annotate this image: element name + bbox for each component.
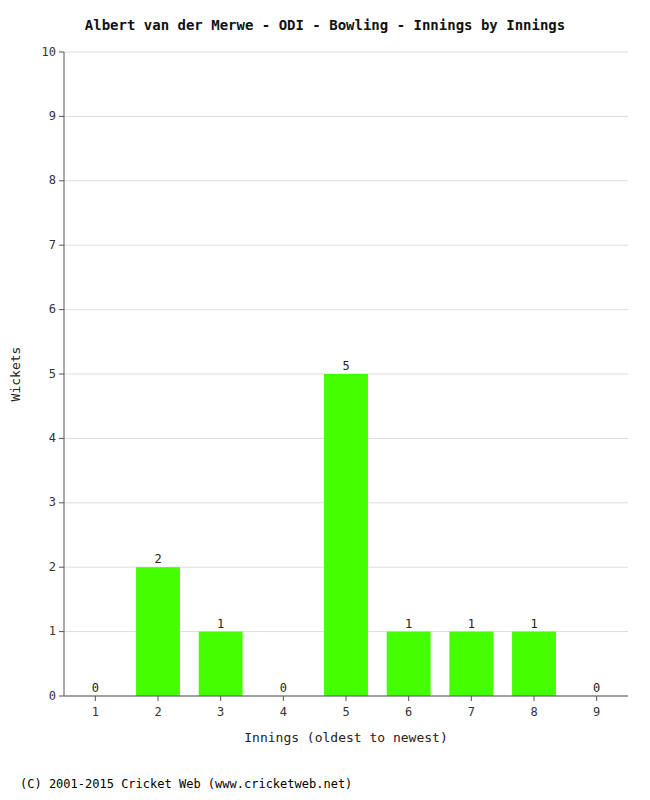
bar: [449, 632, 493, 696]
title: Albert van der Merwe - ODI - Bowling - I…: [85, 17, 565, 33]
chart: 012345678910021051110123456789Innings (o…: [0, 0, 650, 800]
y-tick: [59, 116, 64, 117]
y-axis: 0 1 2 3 4 5 6 7 8 9 10: [42, 45, 64, 703]
y-tick-label: 10: [42, 45, 56, 59]
y-tick-label: 8: [49, 173, 56, 187]
x-tick: [408, 696, 409, 701]
grid-line: [64, 309, 628, 310]
grid-line: [64, 245, 628, 246]
y-tick: [59, 567, 64, 568]
x-tick-label: 6: [405, 705, 412, 719]
grid-line: [64, 52, 628, 53]
grid: [64, 52, 628, 696]
x-axis: 1 2 3 4 5 6 7 8 9: [92, 696, 601, 719]
data-label: 1: [468, 617, 475, 631]
x-tick-label: 3: [217, 705, 224, 719]
y-tick: [59, 180, 64, 181]
data-label: 1: [217, 617, 224, 631]
y-tick-label: 0: [49, 689, 56, 703]
grid-line: [64, 180, 628, 181]
bar: [387, 632, 431, 696]
y-tick-label: 6: [49, 302, 56, 316]
y-tick: [59, 309, 64, 310]
y-tick-label: 3: [49, 495, 56, 509]
bars: [136, 374, 556, 696]
y-tick: [59, 438, 64, 439]
data-label: 0: [92, 681, 99, 695]
y-tick: [59, 696, 64, 697]
x-tick-label: 1: [92, 705, 99, 719]
x-tick: [95, 696, 96, 701]
x-tick: [158, 696, 159, 701]
x-tick-label: 8: [530, 705, 537, 719]
bar: [512, 632, 556, 696]
x-tick-label: 7: [468, 705, 475, 719]
x-tick: [346, 696, 347, 701]
y-tick: [59, 631, 64, 632]
y-tick: [59, 502, 64, 503]
chart-container: 012345678910021051110123456789Innings (o…: [0, 0, 650, 800]
y-axis-label: Wickets: [8, 347, 23, 402]
bar: [324, 374, 368, 696]
bar: [199, 632, 243, 696]
data-label: 1: [405, 617, 412, 631]
data-label: 0: [280, 681, 287, 695]
y-tick: [59, 374, 64, 375]
y-tick-label: 5: [49, 367, 56, 381]
y-tick-label: 2: [49, 560, 56, 574]
x-tick-label: 9: [593, 705, 600, 719]
x-tick: [283, 696, 284, 701]
data-label: 2: [154, 552, 161, 566]
y-tick-label: 9: [49, 109, 56, 123]
x-tick: [220, 696, 221, 701]
y-tick-label: 7: [49, 238, 56, 252]
x-tick: [471, 696, 472, 701]
x-tick-label: 4: [280, 705, 287, 719]
data-label: 5: [342, 359, 349, 373]
y-axis-line: [64, 52, 65, 696]
bar: [136, 567, 180, 696]
data-label: 0: [593, 681, 600, 695]
y-tick-label: 4: [49, 431, 56, 445]
y-tick: [59, 245, 64, 246]
x-tick-label: 2: [154, 705, 161, 719]
y-tick: [59, 52, 64, 53]
grid-line: [64, 116, 628, 117]
x-tick: [534, 696, 535, 701]
data-labels: 0 2 1 0 5 1 1 1 0: [92, 359, 601, 695]
axes: [64, 52, 628, 696]
y-tick-label: 1: [49, 624, 56, 638]
x-tick: [596, 696, 597, 701]
x-tick-label: 5: [342, 705, 349, 719]
footer: (C) 2001-2015 Cricket Web (www.cricketwe…: [20, 777, 352, 791]
data-label: 1: [530, 617, 537, 631]
x-axis-label: Innings (oldest to newest): [244, 730, 448, 745]
